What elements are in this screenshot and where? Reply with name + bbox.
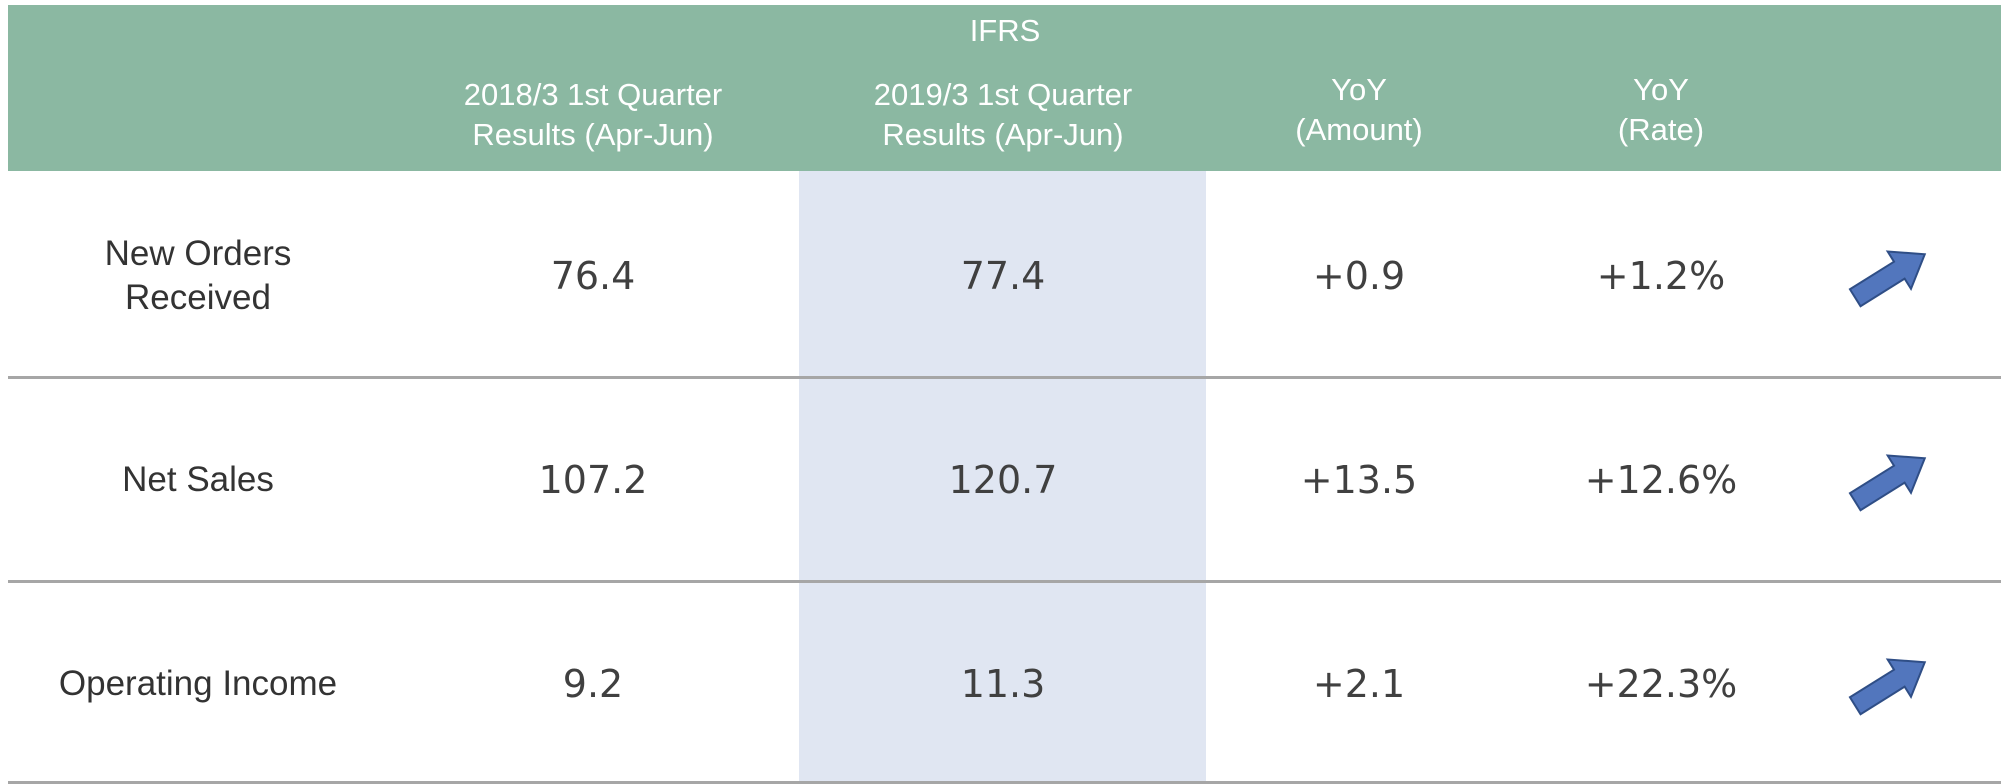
label-line: Net Sales [122, 460, 274, 499]
row-label: New Orders Received [105, 232, 292, 320]
cell-value: +22.3% [1584, 662, 1738, 706]
cell-value: +13.5 [1300, 458, 1418, 502]
header-line: YoY [1331, 72, 1387, 107]
cell-value: 11.3 [960, 662, 1046, 706]
cell-value: +1.2% [1596, 254, 1726, 298]
column-header: YoY (Amount) [1295, 70, 1422, 150]
header-band [8, 5, 2001, 171]
arrow-shape [1848, 250, 1927, 308]
arrow-icon [1848, 454, 1927, 512]
row-label: Net Sales [122, 458, 274, 502]
label-line: Received [125, 278, 271, 317]
arrow-icon [1848, 658, 1927, 716]
header-line: (Amount) [1295, 112, 1423, 147]
header-title: IFRS [969, 13, 1041, 48]
highlight-column [799, 171, 1206, 784]
header-line: Results (Apr-Jun) [882, 117, 1124, 152]
column-header: 2019/3 1st Quarter Results (Apr-Jun) [874, 75, 1133, 155]
header-line: YoY [1633, 72, 1689, 107]
arrow-shape [1848, 658, 1927, 716]
row-separator [8, 376, 2001, 379]
arrow-icon [1848, 250, 1927, 308]
column-header: 2018/3 1st Quarter Results (Apr-Jun) [464, 75, 723, 155]
cell-value: 120.7 [948, 458, 1058, 502]
arrow-shape [1848, 454, 1927, 512]
trend-arrow [1845, 644, 1935, 724]
trend-arrow [1845, 440, 1935, 520]
header-line: (Rate) [1617, 112, 1705, 147]
column-header: YoY (Rate) [1618, 70, 1704, 150]
header-line: 2018/3 1st Quarter [463, 77, 723, 112]
row-separator [8, 781, 2001, 784]
cell-value: +0.9 [1312, 254, 1406, 298]
cell-value: 77.4 [960, 254, 1046, 298]
cell-value: +12.6% [1584, 458, 1738, 502]
cell-value: 9.2 [562, 662, 624, 706]
cell-value: +2.1 [1312, 662, 1406, 706]
header-line: Results (Apr-Jun) [472, 117, 714, 152]
header-line: 2019/3 1st Quarter [873, 77, 1133, 112]
row-separator [8, 580, 2001, 583]
trend-arrow [1845, 236, 1935, 316]
label-line: Operating Income [58, 664, 338, 703]
row-label: Operating Income [59, 662, 337, 706]
cell-value: 107.2 [538, 458, 648, 502]
label-line: New Orders [104, 234, 292, 273]
cell-value: 76.4 [550, 254, 636, 298]
